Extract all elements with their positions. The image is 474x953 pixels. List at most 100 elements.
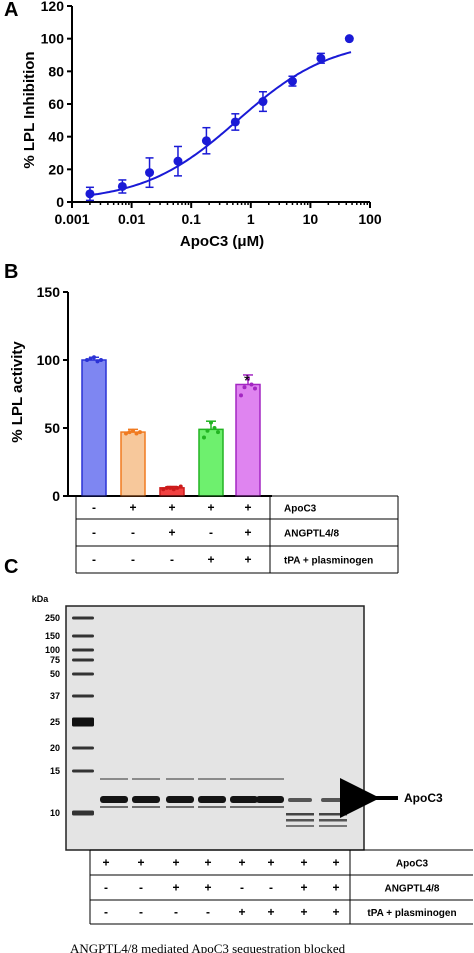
replicate-dot [99, 358, 103, 362]
condition-sign: + [207, 553, 214, 567]
condition-label: tPA + plasminogen [284, 556, 373, 567]
replicate-dot [131, 428, 135, 433]
x-tick-label: 1 [247, 211, 255, 227]
replicate-dot [164, 485, 169, 490]
cleavage-band [319, 825, 347, 827]
marker-label: 150 [45, 631, 60, 641]
data-point [85, 189, 95, 199]
data-point [145, 168, 155, 178]
ladder-band [72, 694, 94, 698]
condition-sign: + [244, 526, 251, 540]
condition-sign: + [207, 501, 214, 515]
faint-band [198, 806, 226, 808]
condition-sign: + [238, 856, 245, 870]
condition-sign: - [139, 905, 143, 919]
panel-c-condition-table: + + + + + + + + ApoC3 - - + + - - + + ANGPTL4/8 - - - - + + + + tP… [89, 849, 473, 925]
condition-sign: - [131, 526, 135, 540]
data-point [287, 76, 297, 86]
faint-band [166, 806, 194, 808]
data-point [344, 34, 354, 44]
replicate-dot [124, 431, 128, 436]
gel-background [65, 605, 365, 851]
faint-band [166, 778, 194, 780]
marker-label: 15 [50, 766, 60, 776]
condition-sign: - [92, 553, 96, 567]
condition-label: ApoC3 [396, 859, 429, 870]
replicate-dot [202, 435, 206, 440]
replicate-dot [138, 430, 142, 435]
y-tick-label: 80 [48, 63, 64, 79]
bar [198, 428, 224, 497]
data-point [316, 53, 326, 63]
ladder-band [72, 746, 94, 750]
inhibition-curve-plot: 0 20 40 60 80 100 120 0.001 0.01 0.1 1 10 100 [41, 0, 382, 227]
y-tick-label: 50 [44, 420, 60, 436]
ladder-band [72, 717, 94, 727]
condition-label: ApoC3 [284, 504, 317, 515]
replicate-dot [95, 359, 100, 364]
apoc3-band [256, 796, 284, 803]
condition-sign: + [238, 905, 245, 919]
marker-label: 50 [50, 669, 60, 679]
replicate-dot [239, 393, 243, 398]
condition-sign: + [267, 856, 274, 870]
replicate-dot [249, 382, 254, 387]
y-tick-label: 100 [41, 31, 65, 47]
condition-sign: + [332, 881, 339, 895]
panel-a-y-axis-label: % LPL Inhibition [21, 51, 38, 168]
condition-sign: + [137, 856, 144, 870]
condition-sign: - [104, 881, 108, 895]
condition-sign: + [204, 881, 211, 895]
cleavage-band [286, 825, 314, 827]
marker-label: 10 [50, 808, 60, 818]
replicate-dot [216, 430, 220, 435]
cleavage-band [286, 813, 314, 816]
panel-label-c: C [4, 556, 18, 578]
marker-label: 250 [45, 613, 60, 623]
replicate-dot [127, 430, 132, 435]
cleavage-band [286, 819, 314, 822]
gel-kda-unit: kDa [32, 594, 50, 604]
bar [81, 359, 107, 497]
condition-sign: - [131, 553, 135, 567]
replicate-dot [209, 420, 213, 425]
apoc3-band [100, 796, 128, 803]
x-tick-label: 0.01 [118, 211, 145, 227]
y-tick-label: 0 [56, 194, 64, 210]
replicate-dot [161, 487, 166, 492]
replicate-dot [92, 355, 96, 360]
faint-band [230, 806, 258, 808]
marker-label: 25 [50, 717, 60, 727]
replicate-dot [134, 431, 139, 436]
fit-curve [87, 51, 352, 197]
condition-sign: + [300, 905, 307, 919]
x-tick-label: 10 [303, 211, 319, 227]
data-point [117, 181, 127, 191]
y-tick-label: 40 [48, 129, 64, 145]
data-point [173, 156, 183, 166]
x-tick-label: 0.1 [181, 211, 201, 227]
condition-sign: - [92, 501, 96, 515]
condition-sign: - [104, 905, 108, 919]
panel-b-condition-table: - + + + + ApoC3 - - + - + ANGPTL4/8 - - - + + tPA + plasm… [75, 495, 399, 574]
condition-sign: + [172, 881, 179, 895]
condition-sign: + [300, 856, 307, 870]
apoc3-band [132, 796, 160, 803]
apoc3-band [230, 796, 258, 803]
replicate-dot [246, 377, 250, 382]
condition-sign: + [204, 856, 211, 870]
ladder-band [72, 634, 94, 638]
x-tick-label: 100 [358, 211, 382, 227]
condition-sign: - [174, 905, 178, 919]
apoc3-band [288, 798, 312, 802]
condition-sign: + [332, 905, 339, 919]
y-tick-label: 120 [41, 0, 65, 14]
apoc3-band-label: ApoC3 [404, 791, 443, 805]
condition-sign: - [170, 553, 174, 567]
replicate-dot [85, 358, 89, 362]
replicate-dot [212, 426, 217, 430]
y-tick-label: 100 [37, 352, 61, 368]
apoc3-band [198, 796, 226, 803]
y-tick-label: 20 [48, 161, 64, 177]
ladder-band [72, 810, 94, 816]
